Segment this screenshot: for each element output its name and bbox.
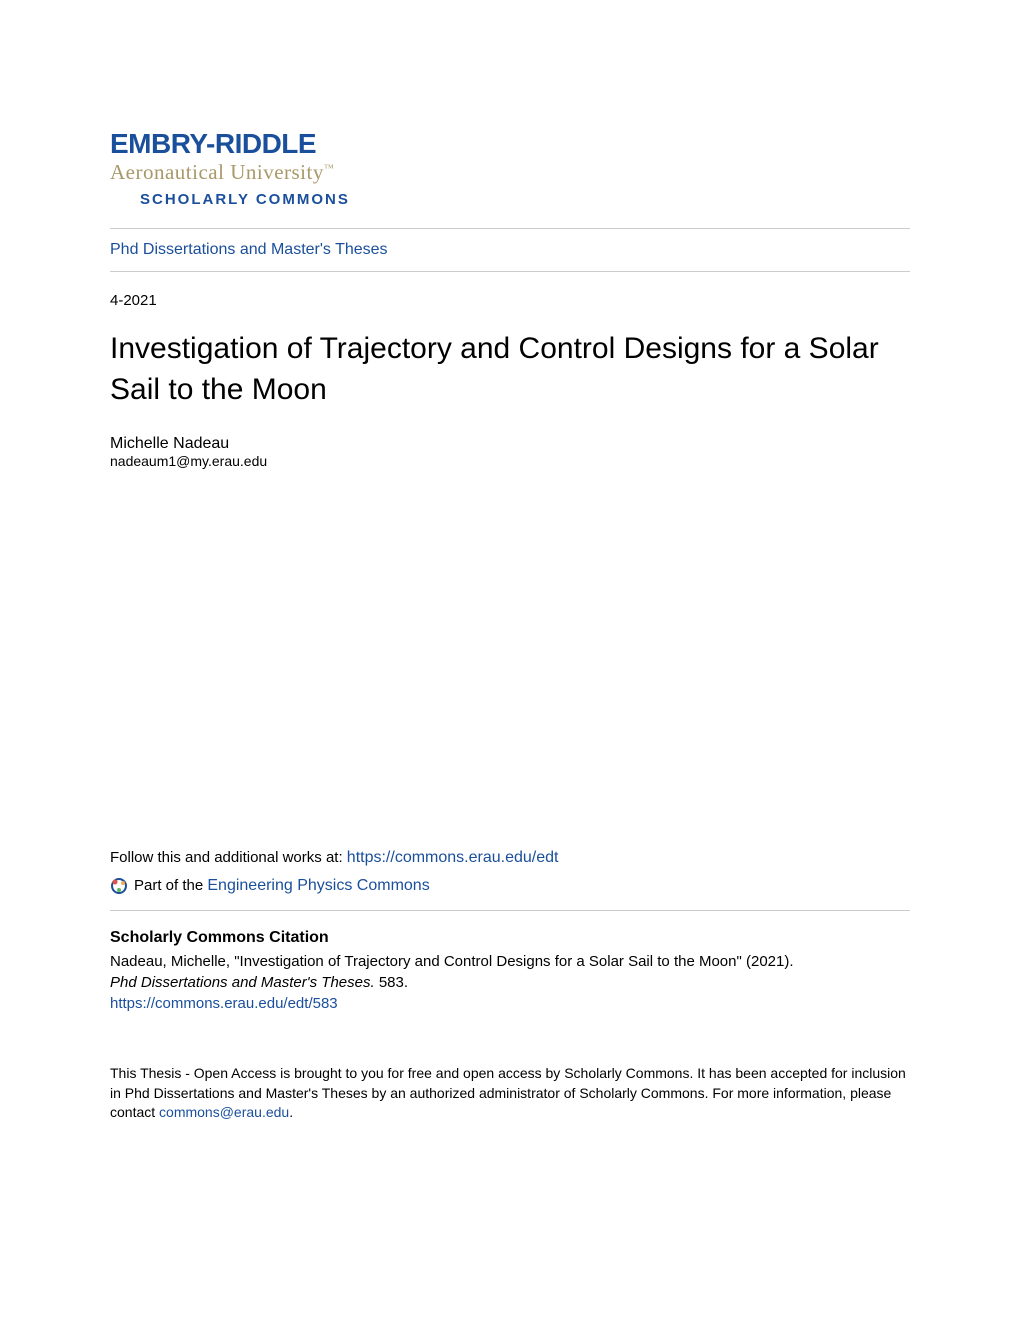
part-of-link[interactable]: Engineering Physics Commons [207,877,429,894]
part-of-prefix: Part of the [134,877,207,894]
citation-url[interactable]: https://commons.erau.edu/edt/583 [110,995,338,1012]
breadcrumb-link[interactable]: Phd Dissertations and Master's Theses [110,241,388,258]
follow-line: Follow this and additional works at: htt… [110,849,910,867]
breadcrumb: Phd Dissertations and Master's Theses [110,229,910,271]
document-page: EMBRY-RIDDLE Aeronautical University™ SC… [0,0,1020,1173]
citation-section: Scholarly Commons Citation Nadeau, Miche… [110,929,910,1014]
author-email: nadeaum1@my.erau.edu [110,453,910,469]
citation-series: Phd Dissertations and Master's Theses. [110,974,375,991]
follow-link[interactable]: https://commons.erau.edu/edt [347,849,559,866]
follow-prefix: Follow this and additional works at: [110,849,347,866]
citation-line-1: Nadeau, Michelle, "Investigation of Traj… [110,953,794,970]
citation-body: Nadeau, Michelle, "Investigation of Traj… [110,951,910,1014]
logo-line-1: EMBRY-RIDDLE [110,130,910,158]
logo-line-2: Aeronautical University™ [110,160,910,185]
divider-citation [110,910,910,911]
access-statement: This Thesis - Open Access is brought to … [110,1064,910,1123]
document-title: Investigation of Trajectory and Control … [110,329,910,410]
citation-heading: Scholarly Commons Citation [110,929,910,947]
access-suffix: . [289,1104,293,1120]
logo-line-3: SCHOLARLY COMMONS [140,191,910,208]
institution-logo: EMBRY-RIDDLE Aeronautical University™ SC… [110,130,910,208]
part-of-line: Part of the Engineering Physics Commons [110,877,910,895]
divider-middle [110,271,910,272]
author-block: Michelle Nadeau nadeaum1@my.erau.edu [110,435,910,469]
author-name: Michelle Nadeau [110,435,910,453]
part-of-text-wrap: Part of the Engineering Physics Commons [134,877,430,895]
follow-section: Follow this and additional works at: htt… [110,849,910,1123]
network-icon [110,877,128,895]
citation-number: 583. [375,974,408,991]
access-email-link[interactable]: commons@erau.edu [159,1104,289,1120]
publication-date: 4-2021 [110,292,910,309]
